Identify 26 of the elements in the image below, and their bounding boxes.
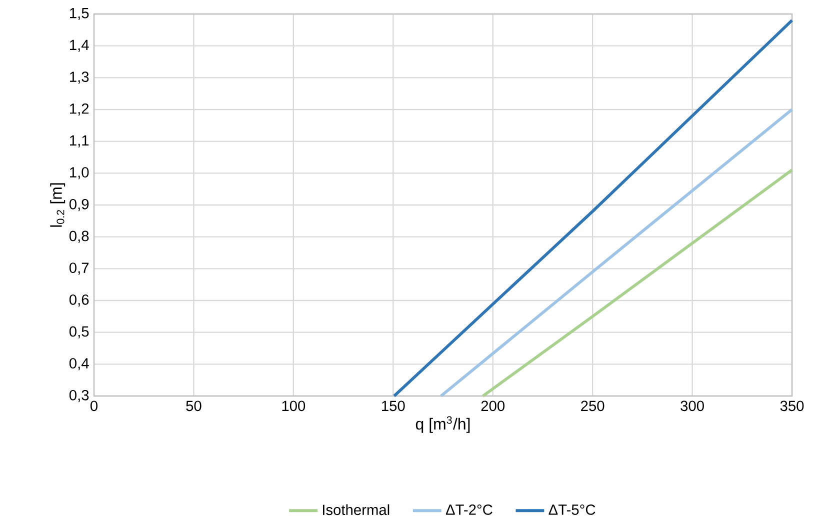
y-tick-label: 1,5 [70, 8, 89, 20]
y-tick-label: 1,0 [70, 167, 89, 180]
legend-label: ΔT-2°C [446, 504, 492, 515]
x-tick-label: 200 [481, 400, 505, 412]
y-tick-label: 1,2 [70, 103, 89, 116]
y-tick-label: 0,6 [69, 294, 89, 307]
x-tick-label: 300 [680, 400, 704, 412]
x-tick-label: 350 [780, 400, 804, 412]
y-tick-label: 0,5 [69, 326, 89, 338]
x-tick-label: 150 [382, 400, 405, 412]
x-axis-title: q [m$^{3}$/h] [416, 416, 470, 433]
y-tick-label: 1,1 [70, 135, 89, 148]
x-tick-label: 100 [282, 400, 306, 412]
y-tick-label: 0,9 [69, 198, 89, 212]
y-tick-label: 1,3 [70, 72, 89, 84]
y-tick-label: 0,8 [69, 230, 89, 243]
y-tick-label: 0,4 [69, 358, 89, 370]
y-tick-label: 1,4 [70, 40, 89, 52]
y-tick-label: 0,3 [69, 390, 89, 402]
x-tick-label: 50 [186, 400, 202, 412]
y-axis-title: l$_{0.2}$ [m] [50, 183, 66, 227]
x-tick-label: 250 [581, 400, 604, 412]
legend-label: Isothermal [322, 504, 390, 516]
y-tick-label: 0,7 [69, 262, 89, 275]
x-tick-label: 0 [90, 400, 98, 412]
legend-label: ΔT-5°C [548, 504, 596, 515]
